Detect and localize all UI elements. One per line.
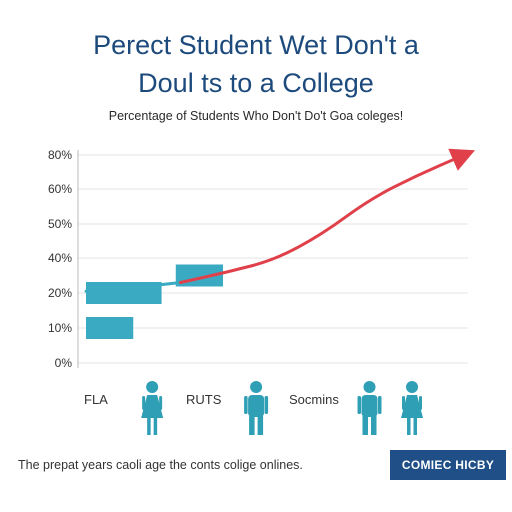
female-person-icon (141, 381, 164, 435)
male-person-icon (357, 381, 382, 435)
male-person-icon (244, 381, 269, 435)
bar (86, 317, 134, 339)
y-tick-label: 50% (48, 217, 72, 231)
female-person-icon (401, 381, 424, 435)
chart-subtitle: Percentage of Students Who Don't Do't Go… (108, 109, 404, 123)
y-tick-label: 60% (48, 182, 72, 196)
footer-note: The prepat years caoli age the conts col… (18, 458, 303, 472)
chart-title-line-2: Doul ts to a College (138, 68, 374, 98)
chart-title-line-1: Perect Student Wet Don't a (93, 30, 419, 60)
y-tick-label: 0% (55, 356, 73, 370)
y-tick-label: 10% (48, 321, 72, 335)
x-category-label: RUTS (186, 392, 222, 407)
x-category-label: Socmins (289, 392, 339, 407)
trend-line-arrow (179, 148, 476, 284)
trend-line-start (84, 281, 182, 293)
x-category-label: FLA (84, 392, 108, 407)
y-tick-label: 40% (48, 251, 72, 265)
y-tick-label: 20% (48, 286, 72, 300)
brand-badge: COMIEC HICBY (390, 450, 506, 480)
chart-title: Perect Student Wet Don't a Doul ts to a … (0, 26, 512, 102)
y-tick-label: 80% (48, 148, 72, 162)
